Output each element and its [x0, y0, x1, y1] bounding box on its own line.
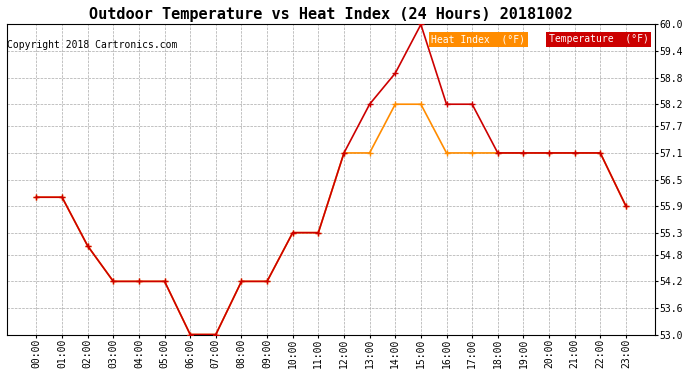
- Text: Heat Index  (°F): Heat Index (°F): [431, 34, 525, 44]
- Text: Copyright 2018 Cartronics.com: Copyright 2018 Cartronics.com: [7, 39, 177, 50]
- Text: Temperature  (°F): Temperature (°F): [549, 34, 649, 44]
- Title: Outdoor Temperature vs Heat Index (24 Hours) 20181002: Outdoor Temperature vs Heat Index (24 Ho…: [89, 7, 573, 22]
